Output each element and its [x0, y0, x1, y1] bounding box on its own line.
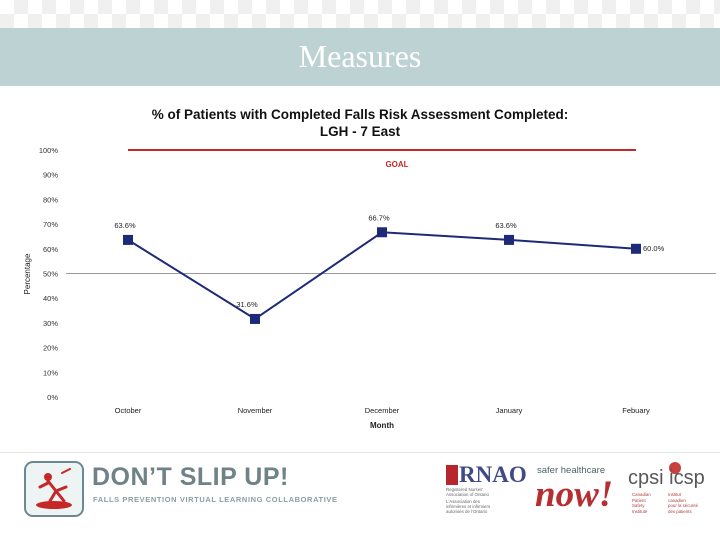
x-tick-label: Febuary	[622, 406, 650, 415]
cpsi-french: Institut canadien pour la sécurité des p…	[668, 492, 699, 514]
x-tick-label: January	[496, 406, 523, 415]
x-axis-label: Month	[370, 421, 394, 430]
cpsi-logo: cpsi icsp Canadian Patient Safety Instit…	[624, 461, 710, 531]
shn-now-text: now!	[535, 474, 614, 515]
slide-title: Measures	[298, 38, 422, 74]
rnao-english: Registered Nurses' Association of Ontari…	[446, 487, 489, 498]
x-tick-label: December	[365, 406, 400, 415]
data-point-febuary	[631, 243, 641, 254]
y-tick-label: 20%	[43, 344, 58, 353]
falls-logo	[24, 461, 84, 517]
data-label: 66.7%	[368, 213, 390, 222]
y-tick-label: 60%	[43, 245, 58, 254]
data-point-november	[250, 313, 260, 324]
footer-logos: DON’T SLIP UP! FALLS PREVENTION VIRTUAL …	[0, 452, 720, 541]
chart-title-line1: % of Patients with Completed Falls Risk …	[152, 107, 569, 122]
y-tick-label: 70%	[43, 220, 58, 229]
data-label: 63.6%	[495, 221, 517, 230]
y-axis-label: Percentage	[23, 253, 32, 294]
chart-canvas: % of Patients with Completed Falls Risk …	[23, 107, 716, 430]
rnao-french: L'Association des infirmières et infirmi…	[446, 499, 491, 515]
y-tick-label: 90%	[43, 171, 58, 180]
y-tick-label: 80%	[43, 195, 58, 204]
falling-person-icon	[36, 468, 72, 509]
cpsi-name: cpsi icsp	[628, 467, 705, 489]
y-tick-label: 30%	[43, 319, 58, 328]
cpsi-dot-icon	[669, 462, 681, 474]
y-tick-label: 40%	[43, 294, 58, 303]
data-label: 31.6%	[236, 300, 258, 309]
series-line	[127, 231, 637, 321]
x-tick-label: October	[115, 406, 142, 415]
data-point-january	[504, 234, 514, 245]
rnao-mark-icon	[446, 465, 458, 485]
y-tick-label: 10%	[43, 368, 58, 377]
dont-slip-up-title: DON’T SLIP UP!	[92, 463, 289, 491]
y-tick-label: 50%	[43, 270, 58, 279]
cpsi-english: Canadian Patient Safety Institute	[632, 492, 651, 514]
data-point-december	[377, 227, 387, 238]
data-label: 63.6%	[114, 221, 136, 230]
rnao-name: RNAO	[459, 462, 527, 487]
y-tick-label: 0%	[47, 393, 58, 402]
slide-top-pattern	[0, 0, 720, 28]
y-tick-label: 100%	[39, 146, 59, 155]
line-chart: % of Patients with Completed Falls Risk …	[0, 86, 720, 446]
chart-title-line2: LGH - 7 East	[320, 124, 401, 139]
safer-healthcare-now-logo: safer healthcare now!	[531, 463, 617, 527]
goal-label: GOAL	[385, 160, 408, 169]
title-banner: Measures	[0, 28, 720, 86]
data-point-october	[123, 234, 133, 245]
collaborative-subtitle: FALLS PREVENTION VIRTUAL LEARNING COLLAB…	[93, 495, 338, 504]
data-label: 60.0%	[643, 244, 665, 253]
shn-top-text: safer healthcare	[537, 465, 606, 476]
x-tick-label: November	[238, 406, 273, 415]
rnao-logo: RNAO Registered Nurses' Association of O…	[446, 462, 527, 523]
